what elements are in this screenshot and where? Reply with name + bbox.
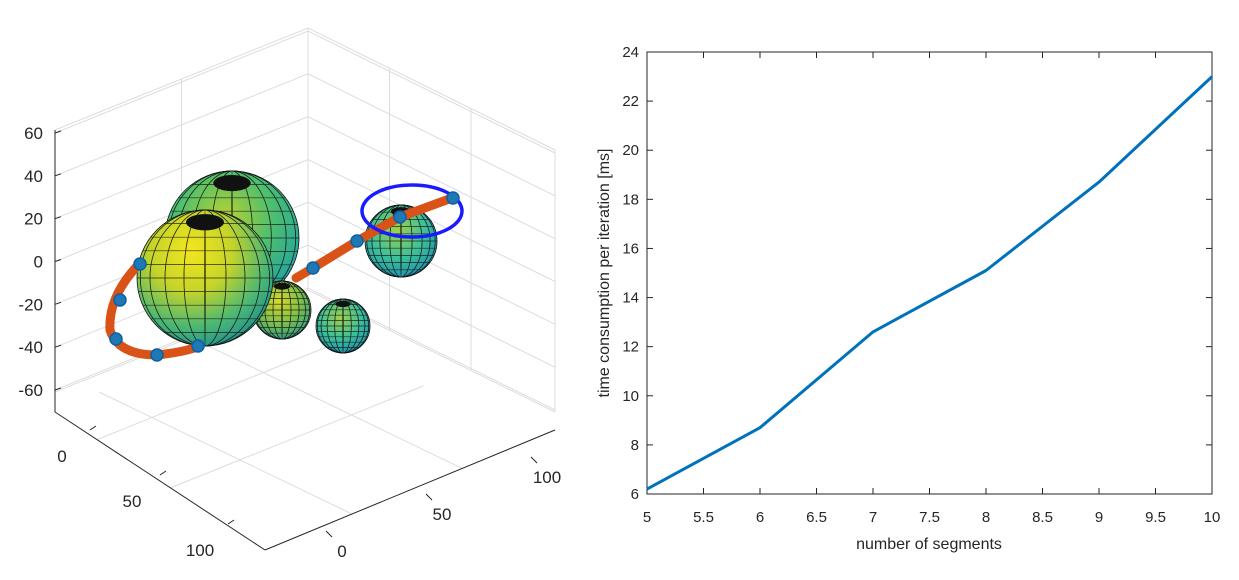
waypoint-marker xyxy=(350,234,364,248)
x-tick-labels: 0 50 100 xyxy=(57,447,214,560)
y-axis-line xyxy=(264,429,556,551)
waypoint-marker xyxy=(133,257,147,271)
sphere-pole xyxy=(185,214,225,231)
goal-circle xyxy=(360,183,464,239)
floor-grid-line xyxy=(96,337,351,441)
z-grid-line xyxy=(54,116,556,240)
3d-axis-lines xyxy=(54,130,556,551)
z-tick-label: 40 xyxy=(24,167,43,186)
x-tick-label: 0 xyxy=(57,447,66,466)
y-tick-label: 12 xyxy=(622,339,639,356)
obstacle-spheres xyxy=(136,170,438,354)
3d-scene-plot: 60 40 20 0 -20 -40 -60 0 50 100 0 50 100 xyxy=(18,27,561,561)
x-tick-mark xyxy=(89,425,97,431)
z-tick-mark xyxy=(54,173,62,177)
z-tick-label: 0 xyxy=(34,253,43,272)
waypoint-marker xyxy=(150,348,164,362)
x-tick-label: 7.5 xyxy=(919,509,940,526)
back-wall-top-edge xyxy=(54,27,556,151)
x-tick-label: 6.5 xyxy=(806,509,827,526)
z-grid-line xyxy=(54,244,556,368)
waypoint-marker xyxy=(109,332,123,346)
3d-grid-lines xyxy=(54,27,556,515)
x-tick-label: 10 xyxy=(1204,509,1221,526)
z-grid-line xyxy=(54,158,556,282)
floor-grid-line xyxy=(170,385,424,489)
y-tick-mark xyxy=(325,530,333,538)
y-tick-mark xyxy=(530,456,538,464)
x-tick-mark xyxy=(227,519,235,525)
x-tick-mark xyxy=(159,470,167,476)
x-tick-label: 6 xyxy=(756,509,764,526)
waypoint-marker xyxy=(191,339,205,353)
floor-grid-line xyxy=(98,391,353,515)
z-tick-labels: 60 40 20 0 -20 -40 -60 xyxy=(18,124,43,400)
3d-tick-marks xyxy=(54,130,538,538)
z-tick-mark xyxy=(54,387,62,391)
x-tick-label: 50 xyxy=(123,492,142,511)
x-axis-line xyxy=(54,411,266,551)
y-tick-label: 6 xyxy=(631,486,639,503)
z-tick-label: 20 xyxy=(24,210,43,229)
x-tick-label: 5 xyxy=(643,509,651,526)
floor-grid-line xyxy=(208,345,463,469)
z-grid-line xyxy=(54,30,556,154)
x-tick-label: 8.5 xyxy=(1032,509,1053,526)
waypoint-markers xyxy=(109,191,460,362)
x-axis-ticks: 5 5.5 6 6.5 7 7.5 8 8.5 9 9.5 10 xyxy=(643,52,1221,526)
z-tick-label: -20 xyxy=(18,295,43,314)
waypoint-marker xyxy=(446,191,460,205)
x-tick-label: 9.5 xyxy=(1145,509,1166,526)
x-tick-label: 8 xyxy=(982,509,990,526)
sphere-front-large xyxy=(136,209,274,347)
y-tick-label: 50 xyxy=(433,505,452,524)
x-tick-label: 7 xyxy=(869,509,877,526)
y-tick-label: 8 xyxy=(631,437,639,454)
z-grid-line xyxy=(54,73,556,197)
waypoint-marker xyxy=(393,210,407,224)
x-tick-label: 9 xyxy=(1095,509,1103,526)
x-axis-label: number of segments xyxy=(856,536,1002,553)
waypoint-marker xyxy=(306,261,320,275)
waypoint-marker xyxy=(113,293,127,307)
y-tick-labels: 0 50 100 xyxy=(337,468,561,561)
y-tick-label: 100 xyxy=(533,468,561,487)
y-tick-label: 14 xyxy=(622,290,639,307)
y-axis-ticks: 6 8 10 12 14 16 18 20 22 24 xyxy=(622,44,1212,503)
z-tick-mark xyxy=(54,259,62,262)
series-lines xyxy=(646,75,1214,491)
plot-area-box xyxy=(646,51,1213,495)
z-tick-mark xyxy=(54,130,62,134)
x-tick-label: 5.5 xyxy=(693,509,714,526)
sphere-pole xyxy=(335,300,351,308)
z-tick-label: -60 xyxy=(18,381,43,400)
z-tick-label: 60 xyxy=(24,124,43,143)
y-tick-label: 24 xyxy=(622,44,639,61)
z-tick-mark xyxy=(54,216,62,220)
line-chart: 6 8 10 12 14 16 18 20 22 24 5 5.5 6 6.5 7 7.5 8 8.5 9 9.5 1… xyxy=(596,44,1220,553)
sphere-small-right xyxy=(315,298,371,354)
y-tick-label: 10 xyxy=(622,388,639,405)
y-axis-label: time consumption per iteration [ms] xyxy=(596,149,613,398)
sphere-pole xyxy=(273,282,291,290)
sphere-wireframe xyxy=(365,204,437,278)
series-line xyxy=(646,75,1214,491)
sphere-small-mid xyxy=(252,280,312,340)
y-tick-label: 22 xyxy=(622,93,639,110)
z-tick-mark xyxy=(54,344,62,348)
sphere-wireframe xyxy=(316,298,370,354)
y-tick-mark xyxy=(425,493,433,501)
z-tick-label: -40 xyxy=(18,338,43,357)
y-tick-label: 18 xyxy=(622,191,639,208)
y-tick-label: 20 xyxy=(622,142,639,159)
y-tick-label: 0 xyxy=(337,542,346,561)
z-tick-mark xyxy=(54,301,62,305)
sphere-pole xyxy=(213,175,251,192)
y-tick-label: 16 xyxy=(622,240,639,257)
x-tick-label: 100 xyxy=(186,541,214,560)
